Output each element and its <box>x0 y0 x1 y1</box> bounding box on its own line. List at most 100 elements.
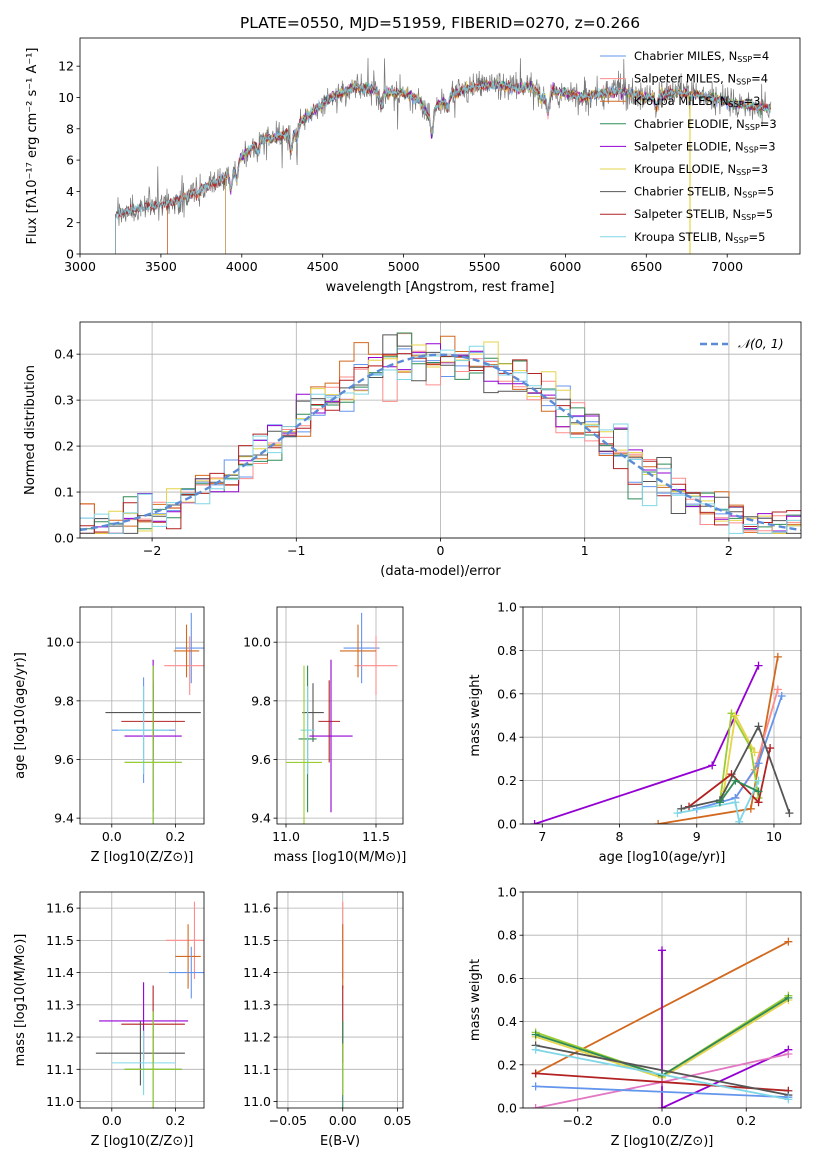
weight-point <box>754 776 763 785</box>
weight-point <box>754 798 763 807</box>
y-tick-label: 11.1 <box>46 1062 74 1077</box>
y-tick-label: 9.4 <box>54 811 74 826</box>
x-tick-label: 2 <box>725 543 733 558</box>
x-axis-label: wavelength [Angstrom, rest frame] <box>326 280 555 295</box>
y-tick-label: 11.2 <box>46 1030 74 1045</box>
weight-line <box>661 950 789 1108</box>
y-tick-label: 9.6 <box>54 752 74 767</box>
x-tick-label: 9 <box>693 829 701 844</box>
y-tick-label: 0.2 <box>497 773 517 788</box>
x-tick-label: 7 <box>538 829 546 844</box>
y-tick-label: 11.0 <box>46 1094 74 1109</box>
plot-8: −0.2 0.0 0.2 0.0 0.2 0.4 0.6 0.8 1.0 Z [log10(Z/Z… <box>468 885 802 1149</box>
x-tick-label: 0.00 <box>329 1113 357 1128</box>
weight-point <box>531 1104 540 1108</box>
legend-label: 𝒩(0, 1) <box>738 336 784 351</box>
x-tick-label: 7000 <box>711 259 743 274</box>
x-tick-label: 11.0 <box>272 829 300 844</box>
weight-line <box>719 710 760 803</box>
y-tick-label: 12 <box>58 59 74 74</box>
x-axis-label: mass [log10(M/M⊙)] <box>274 850 407 865</box>
y-tick-label: 11.5 <box>46 933 74 948</box>
y-tick-label: 0.6 <box>497 971 517 986</box>
weight-point <box>773 652 782 661</box>
legend-label: Kroupa STELIB, NSSP=5 <box>634 230 765 245</box>
x-axis-label: Z [log10(Z/Z⊙)] <box>611 1134 714 1149</box>
x-tick-label: 0.0 <box>652 1113 672 1128</box>
x-tick-label: 0.0 <box>102 1113 122 1128</box>
histogram-series <box>80 353 801 534</box>
y-tick-label: 10.0 <box>46 635 74 650</box>
weight-point <box>530 820 539 824</box>
plot-content <box>286 612 398 824</box>
weight-line <box>688 747 771 808</box>
weight-point <box>777 691 786 700</box>
weight-point <box>784 1095 793 1104</box>
x-tick-label: 0 <box>437 543 445 558</box>
weight-line <box>681 724 791 814</box>
axes-frame <box>79 891 205 1109</box>
y-axis-label: mass weight <box>468 959 483 1041</box>
weight-point <box>750 748 759 757</box>
x-tick-label: 0.2 <box>165 1113 185 1128</box>
y-tick-label: 2 <box>66 215 74 230</box>
axes-frame <box>276 606 404 825</box>
legend-label: Kroupa ELODIE, NSSP=3 <box>634 162 768 177</box>
histogram-series <box>80 345 801 534</box>
weight-point <box>531 1030 540 1039</box>
y-tick-label: 11.5 <box>243 933 271 948</box>
y-tick-label: 0.4 <box>54 347 74 362</box>
x-axis-label: Z [log10(Z/Z⊙)] <box>91 850 194 865</box>
y-tick-label: 1.0 <box>497 600 517 615</box>
y-tick-label: 0.3 <box>54 393 74 408</box>
weight-point <box>658 1104 666 1108</box>
y-tick-label: 11.6 <box>46 901 74 916</box>
y-tick-label: 11.3 <box>46 997 74 1012</box>
y-tick-label: 0.0 <box>54 531 74 546</box>
y-tick-label: 1.0 <box>497 885 517 900</box>
weight-point <box>654 820 663 824</box>
x-tick-label: 8 <box>616 829 624 844</box>
weight-point <box>784 993 793 1002</box>
legend-label: Chabrier STELIB, NSSP=5 <box>634 185 774 200</box>
y-tick-label: 11.3 <box>243 997 271 1012</box>
x-tick-label: 4000 <box>226 259 258 274</box>
observed-spectrum <box>115 57 772 226</box>
weight-line <box>535 1085 789 1099</box>
plot-4: 11.0 11.5 9.4 9.6 9.8 10.0 mass [log10(M/M⊙)] <box>243 606 407 865</box>
x-tick-label: 1 <box>581 543 589 558</box>
weight-line <box>535 1048 789 1101</box>
x-tick-label: −1 <box>287 543 305 558</box>
plot-7: −0.05 0.00 0.05 11.0 11.1 11.2 11.3 11.4 11.5 11.… <box>243 891 411 1149</box>
weight-point <box>531 1082 540 1091</box>
y-tick-label: 11.4 <box>243 965 271 980</box>
gaussian-curve <box>80 353 801 532</box>
y-tick-label: 10 <box>58 90 74 105</box>
x-tick-label: −0.05 <box>269 1113 307 1128</box>
axes-frame <box>276 891 404 1109</box>
y-tick-label: 4 <box>66 184 74 199</box>
x-tick-label: 10 <box>766 829 782 844</box>
y-axis-label: Normed distribution <box>23 365 38 495</box>
weight-point <box>715 798 724 807</box>
weight-point <box>754 722 763 731</box>
x-tick-label: 3000 <box>64 259 96 274</box>
x-tick-label: 6000 <box>549 259 581 274</box>
weight-point <box>785 809 794 818</box>
model-spectrum <box>115 79 771 254</box>
y-tick-label: 0.4 <box>497 1014 517 1029</box>
axes-frame <box>522 606 802 825</box>
y-tick-label: 11.4 <box>46 965 74 980</box>
x-tick-label: 5000 <box>388 259 420 274</box>
legend-label: Kroupa MILES, NSSP=3 <box>634 94 760 109</box>
weight-line <box>696 695 783 810</box>
weight-point <box>754 787 763 796</box>
y-tick-label: 6 <box>66 153 74 168</box>
weight-point <box>746 804 755 813</box>
y-tick-label: 0.8 <box>497 643 517 658</box>
x-tick-label: 0.0 <box>102 829 122 844</box>
y-tick-label: 0 <box>66 247 74 262</box>
weight-point <box>735 817 744 824</box>
weight-point <box>531 1045 540 1054</box>
